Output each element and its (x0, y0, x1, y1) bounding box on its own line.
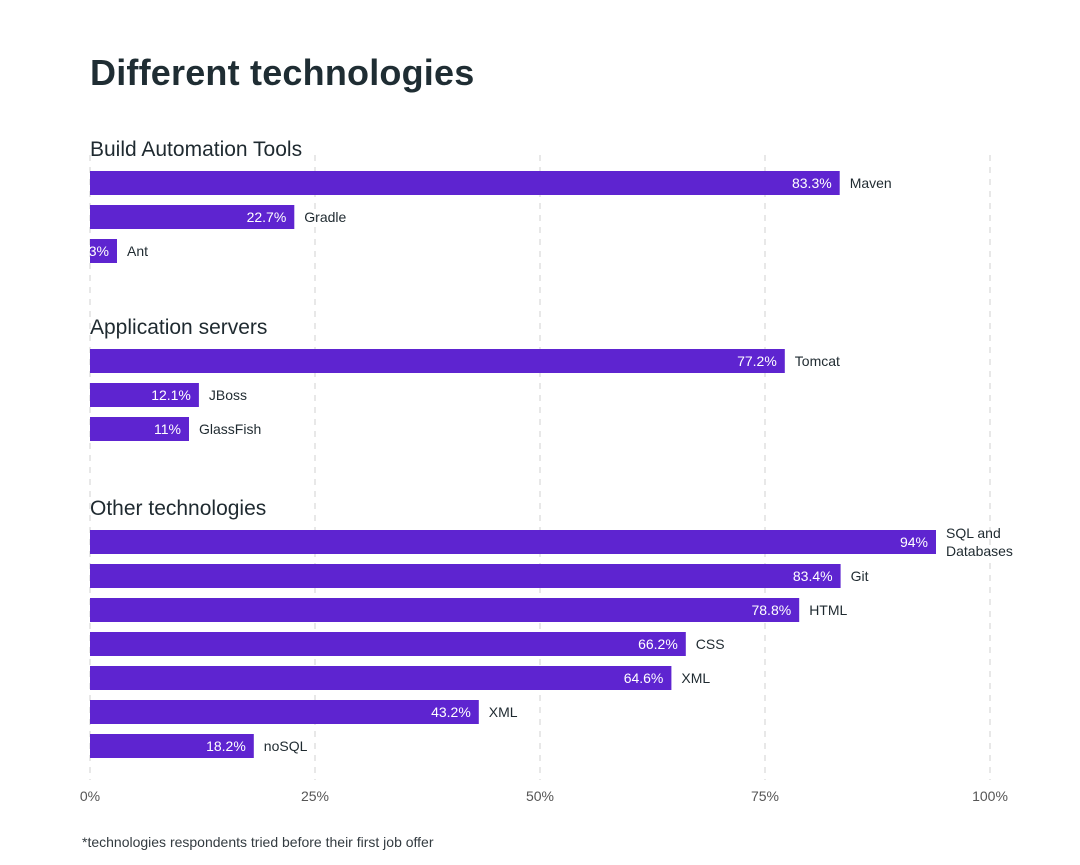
bar-category-label: Maven (850, 175, 892, 191)
bar-value-label: 64.6% (624, 670, 664, 686)
bar-category-label: GlassFish (199, 421, 261, 437)
bar-chart: Build Automation Tools 83.3% Maven 22.7% Gra… (80, 138, 1013, 804)
bar-category-label: XML (489, 704, 518, 720)
group-title: Application servers (90, 316, 267, 339)
bar (90, 205, 295, 229)
bar (90, 700, 479, 724)
bar-category-label: HTML (809, 602, 847, 618)
bar-value-label: 3% (89, 243, 109, 259)
x-axis-ticks: 0% 25% 50% 75% 100% (80, 788, 1008, 804)
bar-value-label: 66.2% (638, 636, 678, 652)
x-tick-label: 25% (301, 788, 329, 804)
bar-category-label: Tomcat (795, 353, 840, 369)
bar-value-label: 77.2% (737, 353, 777, 369)
bar (90, 564, 841, 588)
bar-category-label-line: Databases (946, 543, 1013, 559)
bar (90, 632, 686, 656)
bar-value-label: 83.3% (792, 175, 832, 191)
bar (90, 598, 800, 622)
bar (90, 171, 840, 195)
bar (90, 349, 785, 373)
bar-value-label: 11% (154, 421, 181, 437)
footnote: *technologies respondents tried before t… (82, 834, 434, 850)
bar (90, 666, 672, 690)
x-tick-label: 0% (80, 788, 100, 804)
bar-category-label: SQL and Databases (946, 525, 1013, 559)
bar (90, 530, 936, 554)
bar (90, 239, 117, 263)
bar-value-label: 18.2% (206, 738, 246, 754)
bar-category-label: XML (681, 670, 710, 686)
group-title: Other technologies (90, 497, 266, 520)
bar-category-label-line: SQL and (946, 525, 1001, 541)
bar-category-label: Git (851, 568, 869, 584)
bar (90, 383, 199, 407)
x-tick-label: 50% (526, 788, 554, 804)
bar-value-label: 83.4% (793, 568, 833, 584)
bar-category-label: CSS (696, 636, 725, 652)
bar-value-label: 12.1% (151, 387, 191, 403)
bar (90, 417, 189, 441)
bar (90, 734, 254, 758)
x-tick-label: 75% (751, 788, 779, 804)
group-title: Build Automation Tools (90, 138, 302, 161)
bar-value-label: 94% (900, 534, 928, 550)
bar-category-label: Gradle (304, 209, 346, 225)
chart-title: Different technologies (90, 52, 475, 93)
bar-category-label: noSQL (264, 738, 308, 754)
bar-category-label: Ant (127, 243, 148, 259)
x-tick-label: 100% (972, 788, 1008, 804)
bar-category-label: JBoss (209, 387, 247, 403)
bar-value-label: 78.8% (751, 602, 791, 618)
bar-value-label: 22.7% (247, 209, 287, 225)
bars: Build Automation Tools 83.3% Maven 22.7% Gra… (89, 138, 1013, 758)
bar-value-label: 43.2% (431, 704, 471, 720)
